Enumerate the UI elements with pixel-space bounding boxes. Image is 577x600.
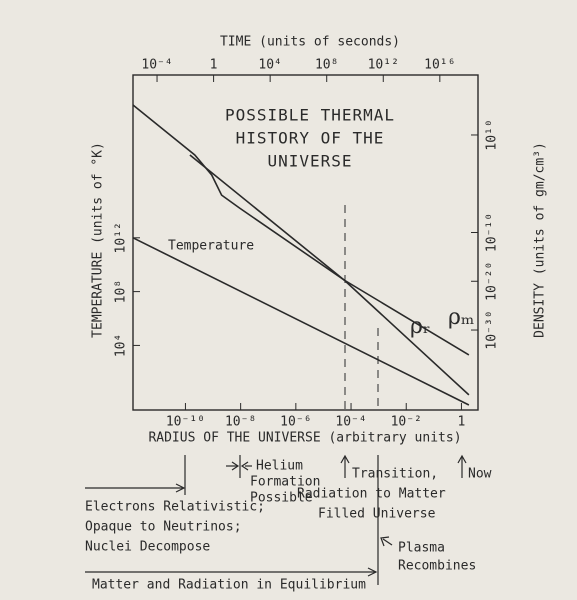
annotation: Filled Universe [318,507,436,522]
y2-tick-label: 10⁻³⁰ [485,310,500,349]
x2-tick-label: 10⁴ [258,58,281,73]
y-tick-label: 10⁴ [114,334,129,357]
y-axis-label: TEMPERATURE (units of °K) [91,142,106,338]
y2-axis-label: DENSITY (units of gm/cm³) [533,142,548,338]
x2-tick-label: 10⁻⁴ [141,58,172,73]
x-tick-label: 10⁻⁴ [335,415,366,430]
annotation: Transition, [352,467,438,482]
annotation: Now [468,467,492,482]
annotation: Nuclei Decompose [85,540,210,555]
x2-tick-label: 10¹² [368,58,399,73]
x-axis-label: RADIUS OF THE UNIVERSE (arbitrary units) [148,431,461,446]
annotation: Matter and Radiation in Equilibrium [92,578,366,593]
series-label: Temperature [168,239,254,254]
x2-tick-label: 10¹⁶ [424,58,455,73]
chart-title: POSSIBLE THERMAL [225,106,395,125]
y2-tick-label: 10¹⁰ [485,119,500,150]
x2-tick-label: 1 [210,58,218,73]
y-tick-label: 10⁸ [114,280,129,303]
annotation: Electrons Relativistic; [85,500,265,515]
series-line [132,237,470,406]
chart-title: HISTORY OF THE [236,129,385,148]
y2-tick-label: 10⁻¹⁰ [485,213,500,252]
annotation: Recombines [398,559,476,574]
annotation: Opaque to Neutrinos; [85,520,242,535]
y2-tick-label: 10⁻²⁰ [485,262,500,301]
annotation: Possible [250,491,313,506]
y-tick-label: 10¹² [114,222,129,253]
annotation-arrows [85,454,467,585]
x-tick-label: 10⁻² [391,415,422,430]
plot-frame [132,74,479,411]
x-tick-label: 10⁻⁸ [225,415,256,430]
annotation: Plasma [398,541,445,556]
series-line [189,154,470,356]
series-label: ρₘ [448,305,474,330]
chart-title: UNIVERSE [267,152,352,171]
x-tick-label: 10⁻¹⁰ [166,415,205,430]
x2-tick-label: 10⁸ [315,58,338,73]
annotation: Formation [250,475,320,490]
x-tick-label: 10⁻⁶ [280,415,311,430]
annotation: Helium [256,459,303,474]
x2-axis-label: TIME (units of seconds) [220,35,400,50]
x-tick-label: 1 [458,415,466,430]
annotation: Radiation to Matter [297,487,446,502]
